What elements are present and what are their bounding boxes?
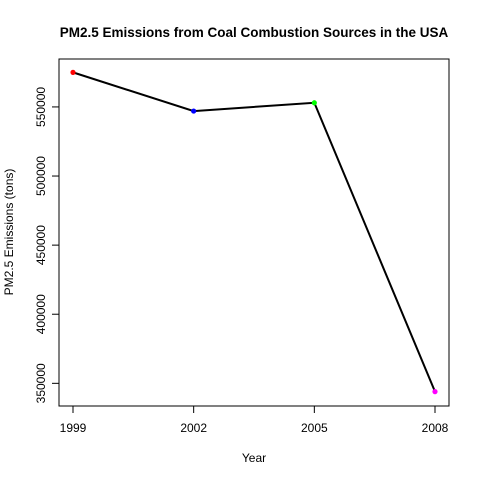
chart-title: PM2.5 Emissions from Coal Combustion Sou… bbox=[60, 25, 449, 40]
plot-frame bbox=[58, 58, 450, 407]
series-layer bbox=[70, 69, 438, 395]
y-axis: 350000 400000 450000 500000 550000 bbox=[34, 87, 59, 403]
x-axis-label: Year bbox=[242, 451, 266, 465]
data-point bbox=[432, 389, 438, 395]
x-tick-label: 2002 bbox=[180, 421, 207, 435]
y-tick-label: 550000 bbox=[34, 87, 48, 127]
data-point bbox=[311, 100, 317, 106]
y-axis-label: PM2.5 Emissions (tons) bbox=[2, 169, 16, 296]
x-tick-label: 2005 bbox=[301, 421, 328, 435]
x-tick-label: 2008 bbox=[422, 421, 449, 435]
y-tick-label: 500000 bbox=[34, 156, 48, 196]
y-tick-label: 400000 bbox=[34, 294, 48, 334]
x-axis: 1999 2002 2005 2008 bbox=[60, 406, 449, 435]
y-tick-label: 450000 bbox=[34, 225, 48, 265]
y-tick-label: 350000 bbox=[34, 363, 48, 403]
series-line bbox=[72, 71, 436, 393]
data-point bbox=[70, 69, 76, 75]
x-tick-label: 1999 bbox=[60, 421, 87, 435]
data-point bbox=[191, 108, 197, 114]
